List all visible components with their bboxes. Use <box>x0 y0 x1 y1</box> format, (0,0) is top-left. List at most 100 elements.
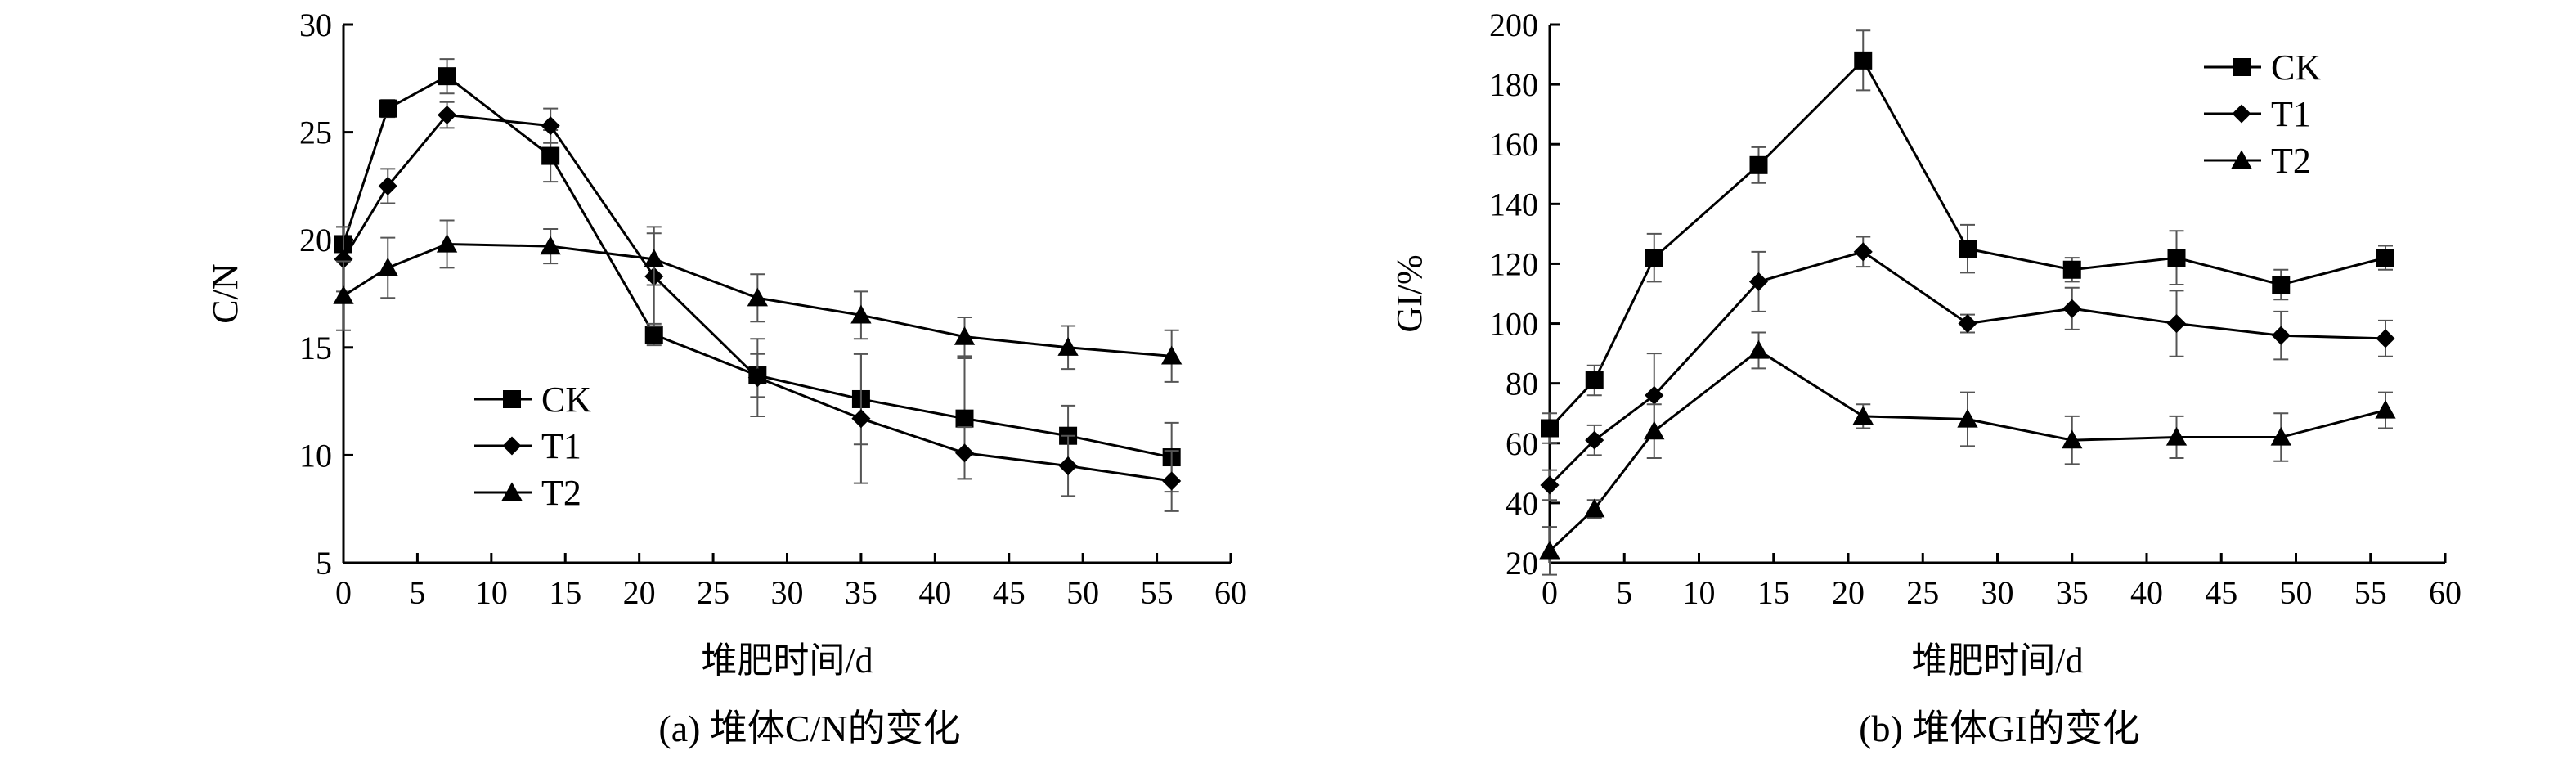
data-point <box>2166 314 2187 334</box>
x-tick-label: 60 <box>1214 574 1247 611</box>
x-tick-label: 0 <box>335 574 352 611</box>
data-point <box>1748 339 1770 359</box>
data-point <box>1541 419 1559 438</box>
data-point <box>1645 249 1663 267</box>
data-point <box>2375 399 2396 419</box>
data-point <box>1854 51 1873 70</box>
data-point <box>2165 426 2188 446</box>
x-tick-label: 15 <box>1757 574 1790 611</box>
x-tick-label: 50 <box>1066 574 1099 611</box>
data-point <box>1540 475 1560 495</box>
x-axis-title: 堆肥时间/d <box>701 640 873 681</box>
data-point <box>1585 430 1604 450</box>
data-point <box>334 249 353 269</box>
chart-caption: (a) 堆体C/N的变化 <box>658 708 960 749</box>
y-tick-label: 140 <box>1489 186 1538 222</box>
y-tick-label: 120 <box>1489 245 1538 282</box>
y-tick-label: 20 <box>1506 545 1538 582</box>
legend: CK T1 T2 <box>474 380 591 513</box>
data-point <box>378 176 397 195</box>
x-tick-label: 10 <box>1683 574 1716 611</box>
data-point <box>851 409 871 429</box>
series-line <box>343 242 1172 357</box>
y-tick-label: 80 <box>1506 366 1538 402</box>
y-tick-label: 5 <box>316 545 332 582</box>
x-axis-title: 堆肥时间/d <box>1911 640 2083 681</box>
data-point <box>954 443 975 463</box>
x-tick-label: 60 <box>2429 574 2462 611</box>
data-point <box>1161 345 1183 365</box>
x-tick-label: 30 <box>771 574 804 611</box>
data-point <box>850 304 872 324</box>
data-point <box>2376 329 2395 348</box>
data-point <box>541 116 560 136</box>
legend-marker-ck <box>503 390 521 408</box>
legend-marker-t2 <box>501 482 523 501</box>
series-line <box>1548 58 2386 429</box>
data-point <box>2376 249 2394 267</box>
x-tick-label: 15 <box>549 574 581 611</box>
legend-marker-t2 <box>2231 150 2252 169</box>
x-tick-label: 30 <box>1981 574 2014 611</box>
data-point <box>644 249 665 268</box>
data-point <box>2167 249 2186 267</box>
x-tick-label: 25 <box>1906 574 1939 611</box>
data-point <box>1749 155 1768 174</box>
chart-caption: (b) 堆体GI的变化 <box>1859 708 2140 749</box>
y-tick-label: 200 <box>1489 7 1538 43</box>
x-tick-label: 40 <box>918 574 951 611</box>
legend-label-ck: CK <box>541 380 591 420</box>
data-point <box>379 99 397 118</box>
data-point <box>955 409 974 428</box>
series-line <box>1548 348 2386 552</box>
data-point <box>1584 498 1605 518</box>
data-point <box>333 285 354 304</box>
series-t1 <box>1540 236 2395 501</box>
y-tick-label: 20 <box>299 222 332 258</box>
data-point <box>1748 272 1769 291</box>
data-point <box>2062 429 2083 449</box>
data-point <box>1539 540 1560 560</box>
legend-label-t1: T1 <box>541 426 581 466</box>
legend-label-t1: T1 <box>2271 94 2311 134</box>
y-tick-label: 25 <box>299 115 332 151</box>
y-axis-title: GI/% <box>1389 254 1429 332</box>
legend-marker-t1 <box>2232 104 2251 124</box>
data-point <box>2271 326 2291 345</box>
data-point <box>438 67 456 86</box>
data-point <box>747 368 767 388</box>
data-point <box>436 233 458 253</box>
data-point <box>541 146 560 165</box>
data-point <box>1058 456 1078 476</box>
x-tick-label: 10 <box>475 574 508 611</box>
x-tick-label: 20 <box>1832 574 1865 611</box>
data-point <box>2062 260 2081 279</box>
x-tick-label: 25 <box>697 574 729 611</box>
x-tick-label: 50 <box>2280 574 2313 611</box>
data-point <box>1585 371 1604 390</box>
data-point <box>1645 385 1664 405</box>
data-point <box>2272 276 2291 294</box>
x-tick-label: 5 <box>409 574 425 611</box>
y-tick-label: 100 <box>1489 306 1538 343</box>
data-point <box>1853 242 1873 262</box>
data-point <box>438 105 457 125</box>
data-point <box>1162 471 1182 491</box>
x-tick-label: 55 <box>1141 574 1174 611</box>
data-point <box>954 326 976 345</box>
x-tick-label: 40 <box>2130 574 2163 611</box>
legend-label-t2: T2 <box>2271 141 2311 181</box>
data-point <box>747 287 768 307</box>
series-line <box>1548 250 2386 487</box>
series-line <box>342 113 1172 483</box>
series-line <box>342 74 1172 459</box>
legend-marker-ck <box>2233 58 2251 76</box>
y-tick-label: 180 <box>1489 66 1538 103</box>
data-point <box>2062 299 2082 318</box>
data-point <box>1958 314 1977 334</box>
data-point <box>2270 426 2291 446</box>
series-t1 <box>334 101 1182 512</box>
data-point <box>540 236 561 255</box>
